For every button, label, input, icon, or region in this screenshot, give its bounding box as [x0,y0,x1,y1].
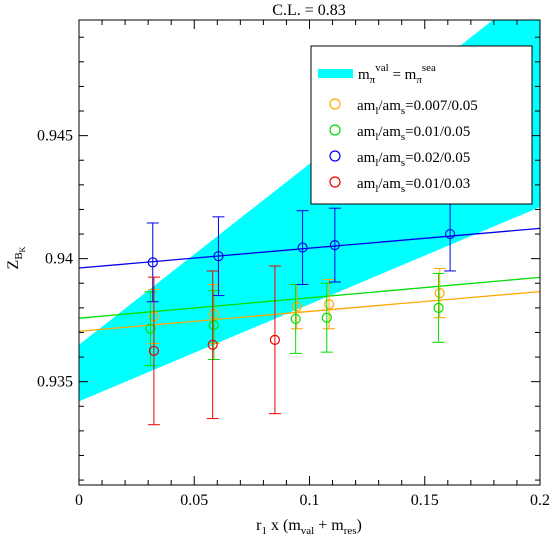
data-point-s2-p0 [146,222,159,303]
data-point-s2-p1 [212,216,225,297]
marker [207,339,218,350]
marker [290,313,301,325]
legend-marker-1 [329,124,341,136]
x-tick-label: 0.05 [180,492,208,509]
data-point-s1-p2 [289,283,302,354]
data-point-s0-p3 [323,279,336,330]
marker [323,299,335,310]
data-point-s0-p4 [433,267,446,319]
fit-line-2 [79,227,540,269]
legend-label-band: mπval = mπsea [358,62,436,86]
data-point-s3-p1 [206,270,219,420]
marker [321,312,332,323]
y-axis-label: ZBK [5,246,27,269]
legend-label-2: aml/ams=0.02/0.05 [357,150,470,169]
y-tick-label: 0.94 [45,251,73,268]
x-tick-label: 0.1 [300,492,320,509]
marker [145,323,156,334]
data-point-s3-p2 [268,265,281,415]
x-tick-label: 0.2 [530,492,550,509]
legend-marker-3 [329,176,341,188]
fit-line-1 [79,276,540,319]
legend-label-3: aml/ams=0.01/0.03 [357,176,470,195]
chart-title: C.L. = 0.83 [272,2,345,19]
x-tick-label: 0.15 [411,492,439,509]
point-layer [144,196,457,426]
data-point-s1-p3 [320,282,333,353]
data-point-s3-p0 [147,276,160,426]
marker [208,319,219,331]
legend-swatch-band [318,69,353,78]
tick-layer: 0 0.05 0.1 0.15 0.2 0.935 0.94 0.945 [37,20,550,509]
marker [148,345,160,357]
marker [213,251,224,262]
marker [434,287,445,299]
data-point-s1-p1 [207,290,220,361]
legend-marker-0 [329,98,341,110]
x-tick-label: 0 [75,492,83,509]
y-tick-label: 0.935 [37,374,73,391]
x-axis-label: r1 x (mval + mres) [256,517,362,537]
legend: mπval = mπsea aml/ams=0.007/0.05 aml/ams=0… [310,45,533,205]
legend-marker-2 [329,150,341,162]
marker [445,228,456,240]
marker [147,257,158,268]
legend-label-0: aml/ams=0.007/0.05 [357,98,478,117]
y-tick-label: 0.945 [37,128,73,145]
fit-line-0 [79,290,540,332]
fit-layer [79,227,540,332]
data-point-s2-p3 [328,207,341,283]
marker [269,334,281,345]
data-point-s1-p4 [432,272,445,343]
marker [433,302,444,313]
marker [291,301,302,312]
legend-label-1: aml/ams=0.01/0.05 [357,124,470,143]
data-point-s2-p2 [296,210,309,285]
marker [329,240,340,251]
marker [297,242,308,253]
